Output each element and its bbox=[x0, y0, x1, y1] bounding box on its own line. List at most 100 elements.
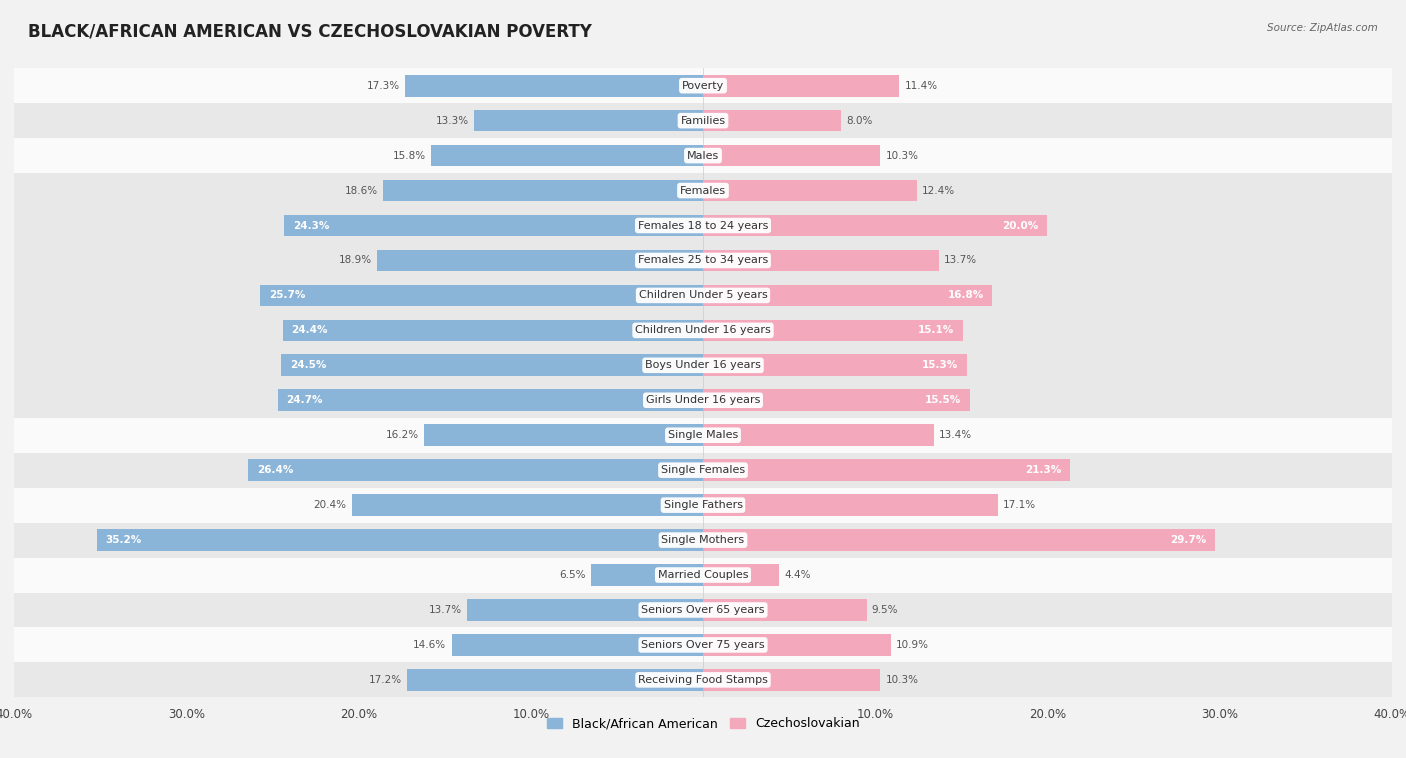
Text: Females 18 to 24 years: Females 18 to 24 years bbox=[638, 221, 768, 230]
Text: Females: Females bbox=[681, 186, 725, 196]
Text: 24.7%: 24.7% bbox=[287, 395, 323, 406]
Bar bbox=[14, 313, 1392, 348]
Bar bbox=[14, 593, 1392, 628]
Text: 17.3%: 17.3% bbox=[367, 80, 399, 91]
Bar bbox=[260, 284, 703, 306]
Text: 18.6%: 18.6% bbox=[344, 186, 377, 196]
Bar bbox=[703, 249, 939, 271]
Bar bbox=[703, 634, 891, 656]
Bar bbox=[14, 628, 1392, 662]
Bar bbox=[14, 558, 1392, 593]
Text: Source: ZipAtlas.com: Source: ZipAtlas.com bbox=[1267, 23, 1378, 33]
Bar bbox=[14, 173, 1392, 208]
Bar bbox=[284, 215, 703, 236]
Text: Children Under 16 years: Children Under 16 years bbox=[636, 325, 770, 335]
Text: Boys Under 16 years: Boys Under 16 years bbox=[645, 360, 761, 371]
Bar bbox=[703, 75, 900, 96]
Text: Single Males: Single Males bbox=[668, 431, 738, 440]
Text: 13.4%: 13.4% bbox=[939, 431, 972, 440]
Text: 35.2%: 35.2% bbox=[105, 535, 142, 545]
Text: 24.4%: 24.4% bbox=[291, 325, 328, 335]
Bar bbox=[425, 424, 703, 446]
Text: Seniors Over 65 years: Seniors Over 65 years bbox=[641, 605, 765, 615]
Bar bbox=[703, 459, 1070, 481]
Text: Males: Males bbox=[688, 151, 718, 161]
Text: 17.2%: 17.2% bbox=[368, 675, 402, 685]
Text: Receiving Food Stamps: Receiving Food Stamps bbox=[638, 675, 768, 685]
Bar bbox=[14, 348, 1392, 383]
Bar bbox=[703, 529, 1215, 551]
Text: 20.0%: 20.0% bbox=[1002, 221, 1039, 230]
Text: 9.5%: 9.5% bbox=[872, 605, 898, 615]
Text: Seniors Over 75 years: Seniors Over 75 years bbox=[641, 640, 765, 650]
Text: 12.4%: 12.4% bbox=[922, 186, 955, 196]
Text: Girls Under 16 years: Girls Under 16 years bbox=[645, 395, 761, 406]
Bar bbox=[277, 390, 703, 411]
Bar bbox=[703, 390, 970, 411]
Bar bbox=[14, 278, 1392, 313]
Bar bbox=[352, 494, 703, 516]
Bar bbox=[382, 180, 703, 202]
Bar bbox=[703, 424, 934, 446]
Text: Families: Families bbox=[681, 116, 725, 126]
Bar bbox=[703, 669, 880, 691]
Text: 26.4%: 26.4% bbox=[257, 465, 294, 475]
Text: 8.0%: 8.0% bbox=[846, 116, 872, 126]
Text: Children Under 16 years: Children Under 16 years bbox=[636, 325, 770, 335]
Bar bbox=[703, 180, 917, 202]
Text: 20.4%: 20.4% bbox=[314, 500, 346, 510]
Bar bbox=[474, 110, 703, 131]
Text: Married Couples: Married Couples bbox=[658, 570, 748, 580]
Bar bbox=[467, 599, 703, 621]
Text: 24.5%: 24.5% bbox=[290, 360, 326, 371]
Bar bbox=[283, 320, 703, 341]
Bar bbox=[703, 355, 966, 376]
Bar bbox=[14, 208, 1392, 243]
Text: Boys Under 16 years: Boys Under 16 years bbox=[645, 360, 761, 371]
Text: 11.4%: 11.4% bbox=[904, 80, 938, 91]
Text: Children Under 5 years: Children Under 5 years bbox=[638, 290, 768, 300]
Bar bbox=[14, 662, 1392, 697]
Text: Seniors Over 65 years: Seniors Over 65 years bbox=[641, 605, 765, 615]
Bar bbox=[591, 564, 703, 586]
Text: Single Females: Single Females bbox=[661, 465, 745, 475]
Text: Poverty: Poverty bbox=[682, 80, 724, 91]
Bar bbox=[703, 599, 866, 621]
Text: Single Females: Single Females bbox=[661, 465, 745, 475]
Text: 29.7%: 29.7% bbox=[1170, 535, 1206, 545]
Text: 10.3%: 10.3% bbox=[886, 151, 918, 161]
Text: 13.7%: 13.7% bbox=[945, 255, 977, 265]
Text: 16.8%: 16.8% bbox=[948, 290, 984, 300]
Text: 13.7%: 13.7% bbox=[429, 605, 461, 615]
Bar bbox=[703, 215, 1047, 236]
Text: Single Mothers: Single Mothers bbox=[661, 535, 745, 545]
Bar bbox=[703, 564, 779, 586]
Bar bbox=[14, 453, 1392, 487]
Text: 6.5%: 6.5% bbox=[560, 570, 586, 580]
Text: 15.3%: 15.3% bbox=[922, 360, 957, 371]
Text: 10.3%: 10.3% bbox=[886, 675, 918, 685]
Text: Girls Under 16 years: Girls Under 16 years bbox=[645, 395, 761, 406]
Text: 15.1%: 15.1% bbox=[918, 325, 955, 335]
Text: Females 25 to 34 years: Females 25 to 34 years bbox=[638, 255, 768, 265]
Bar bbox=[14, 418, 1392, 453]
Bar bbox=[249, 459, 703, 481]
Bar bbox=[703, 284, 993, 306]
Text: 14.6%: 14.6% bbox=[413, 640, 446, 650]
Text: 13.3%: 13.3% bbox=[436, 116, 468, 126]
Text: Seniors Over 75 years: Seniors Over 75 years bbox=[641, 640, 765, 650]
Text: Males: Males bbox=[688, 151, 718, 161]
Text: Females 18 to 24 years: Females 18 to 24 years bbox=[638, 221, 768, 230]
Text: Single Mothers: Single Mothers bbox=[661, 535, 745, 545]
Text: Married Couples: Married Couples bbox=[658, 570, 748, 580]
Text: 16.2%: 16.2% bbox=[385, 431, 419, 440]
Bar bbox=[97, 529, 703, 551]
Text: 15.5%: 15.5% bbox=[925, 395, 962, 406]
Text: Single Fathers: Single Fathers bbox=[664, 500, 742, 510]
Text: Children Under 5 years: Children Under 5 years bbox=[638, 290, 768, 300]
Legend: Black/African American, Czechoslovakian: Black/African American, Czechoslovakian bbox=[541, 713, 865, 735]
Bar bbox=[14, 487, 1392, 522]
Bar bbox=[406, 669, 703, 691]
Text: 4.4%: 4.4% bbox=[785, 570, 810, 580]
Text: Females: Females bbox=[681, 186, 725, 196]
